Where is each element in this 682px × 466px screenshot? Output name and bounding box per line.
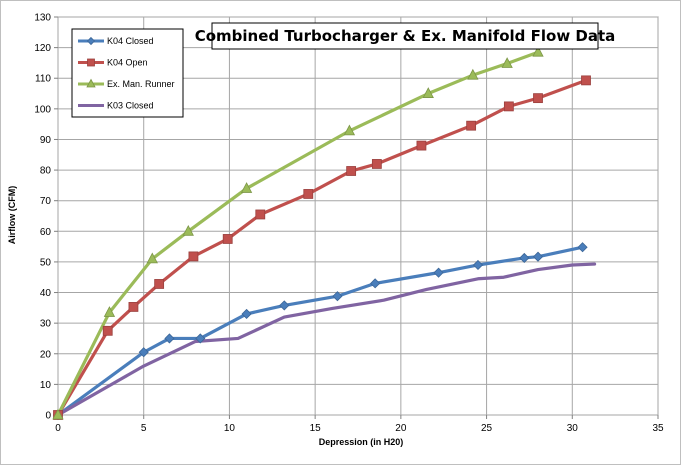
- data-point-ex-man-runner: [343, 124, 356, 136]
- data-point-k04-closed: [472, 259, 484, 271]
- x-tick-label: 15: [310, 423, 322, 434]
- data-point-k04-open: [371, 159, 382, 169]
- data-point-k04-closed: [577, 242, 588, 253]
- data-point-k04-open: [303, 189, 314, 199]
- data-point-k04-open: [128, 302, 139, 312]
- x-tick-label: 20: [395, 423, 407, 434]
- x-tick-label: 10: [224, 423, 236, 434]
- series-line-ex-man-runner: [56, 50, 540, 417]
- data-markers: [52, 45, 591, 421]
- data-point-k04-open: [581, 75, 591, 86]
- data-point-k04-open: [255, 209, 266, 220]
- data-point-k04-closed: [370, 278, 381, 289]
- data-point-ex-man-runner: [467, 68, 479, 80]
- y-tick-label: 120: [34, 43, 51, 54]
- y-tick-label: 60: [40, 227, 52, 238]
- data-point-ex-man-runner: [240, 182, 253, 193]
- data-point-ex-man-runner: [182, 224, 194, 236]
- series-line-k03-closed: [56, 262, 597, 417]
- data-point-ex-man-runner: [501, 57, 513, 68]
- legend-marker-k04-closed: [86, 36, 96, 46]
- data-point-k04-open: [416, 140, 427, 151]
- data-point-ex-man-runner: [146, 252, 158, 264]
- y-tick-label: 50: [40, 257, 52, 268]
- y-tick-label: 0: [45, 411, 51, 422]
- y-tick-label: 110: [35, 74, 51, 85]
- data-point-k04-open: [466, 120, 477, 131]
- legend-marker-ex-man-runner: [86, 78, 96, 88]
- x-tick-label: 30: [567, 423, 579, 434]
- data-point-k04-closed: [279, 300, 290, 311]
- data-point-k04-closed: [433, 267, 444, 278]
- x-tick-label: 25: [481, 423, 493, 434]
- data-point-k04-closed: [138, 347, 149, 358]
- axes: 0 5 10 15 20 25 30 35 0 10 20 30 40 50 60 70 80 90 100 110 1…: [34, 13, 664, 435]
- data-point-k04-open: [533, 93, 543, 104]
- y-tick-label: 40: [40, 288, 52, 299]
- chart-title-box: Combined Turbocharger & Ex. Manifold Flo…: [195, 22, 616, 50]
- data-point-ex-man-runner: [52, 408, 64, 420]
- data-point-k04-closed: [195, 333, 206, 344]
- x-axis-title: Depression (in H20): [319, 437, 404, 447]
- data-point-k04-closed: [519, 252, 530, 264]
- data-point-ex-man-runner: [103, 306, 116, 317]
- data-point-k04-closed: [532, 251, 544, 262]
- y-tick-label: 100: [34, 104, 51, 115]
- data-point-ex-man-runner: [422, 87, 434, 98]
- data-point-k04-open: [154, 279, 165, 289]
- x-tick-label: 5: [141, 423, 147, 434]
- y-tick-label: 70: [40, 196, 52, 207]
- data-point-k04-closed: [164, 333, 175, 344]
- data-point-k04-closed: [332, 291, 343, 302]
- data-point-ex-man-runner: [532, 45, 544, 57]
- x-tick-label: 35: [652, 423, 664, 434]
- data-point-k04-open: [222, 234, 233, 244]
- chart-title: Combined Turbocharger & Ex. Manifold Flo…: [195, 27, 616, 45]
- y-tick-label: 130: [34, 13, 51, 24]
- data-point-k04-open: [102, 325, 113, 336]
- data-point-k04-open: [346, 166, 357, 176]
- legend-label-k03-closed: K03 Closed: [107, 101, 154, 111]
- legend-label-k04-open: K04 Open: [107, 58, 148, 68]
- legend-marker-k04-open: [87, 58, 95, 67]
- y-tick-label: 20: [40, 349, 52, 360]
- x-tick-label: 0: [55, 423, 61, 434]
- legend: K04 Closed K04 Open Ex. Man. Runner K03 Clo…: [71, 28, 184, 118]
- legend-label-ex-man-runner: Ex. Man. Runner: [107, 79, 175, 89]
- data-point-k04-open: [503, 101, 514, 112]
- y-tick-label: 10: [40, 380, 52, 391]
- legend-label-k04-closed: K04 Closed: [107, 36, 154, 46]
- y-tick-label: 30: [40, 319, 52, 330]
- data-point-k04-open: [188, 251, 199, 262]
- chart-title-frame: [211, 22, 599, 50]
- y-tick-label: 80: [40, 166, 52, 177]
- y-axis-title: Airflow (CFM): [7, 186, 17, 245]
- data-point-k04-closed: [241, 308, 252, 320]
- y-tick-label: 90: [40, 135, 52, 146]
